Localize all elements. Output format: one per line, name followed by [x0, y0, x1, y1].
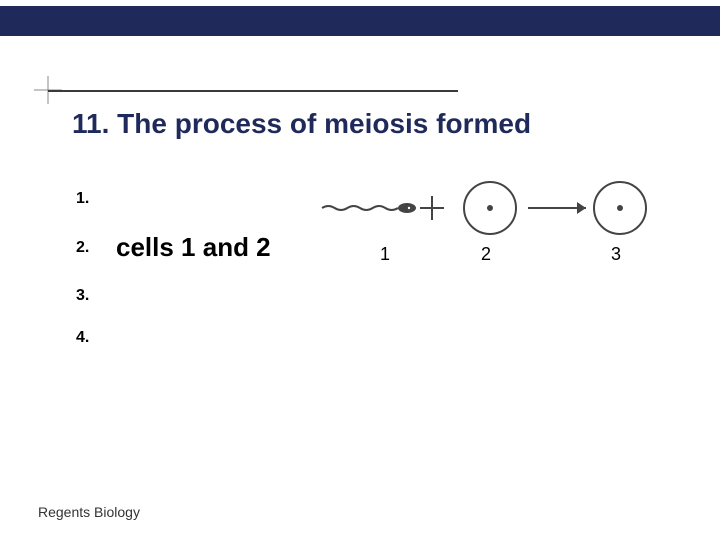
slide: 11. The process of meiosis formed 1. 2. … [0, 0, 720, 540]
list-item: 1. [76, 190, 271, 208]
list-text: cells 1 and 2 [116, 232, 271, 263]
title-divider [48, 90, 458, 92]
list-number: 2. [76, 239, 116, 257]
svg-text:2: 2 [481, 244, 491, 264]
fertilization-diagram: 1 2 3 [310, 180, 710, 290]
svg-text:3: 3 [611, 244, 621, 264]
header-band [0, 6, 720, 36]
list-item: 3. [76, 287, 271, 305]
list-item: 2. cells 1 and 2 [76, 232, 271, 263]
slide-title: 11. The process of meiosis formed [72, 108, 531, 140]
list-number: 1. [76, 190, 116, 208]
options-list: 1. 2. cells 1 and 2 3. 4. [76, 190, 271, 371]
list-number: 4. [76, 329, 116, 347]
list-item: 4. [76, 329, 271, 347]
svg-text:1: 1 [380, 244, 390, 264]
list-number: 3. [76, 287, 116, 305]
footer-text: Regents Biology [38, 504, 140, 520]
